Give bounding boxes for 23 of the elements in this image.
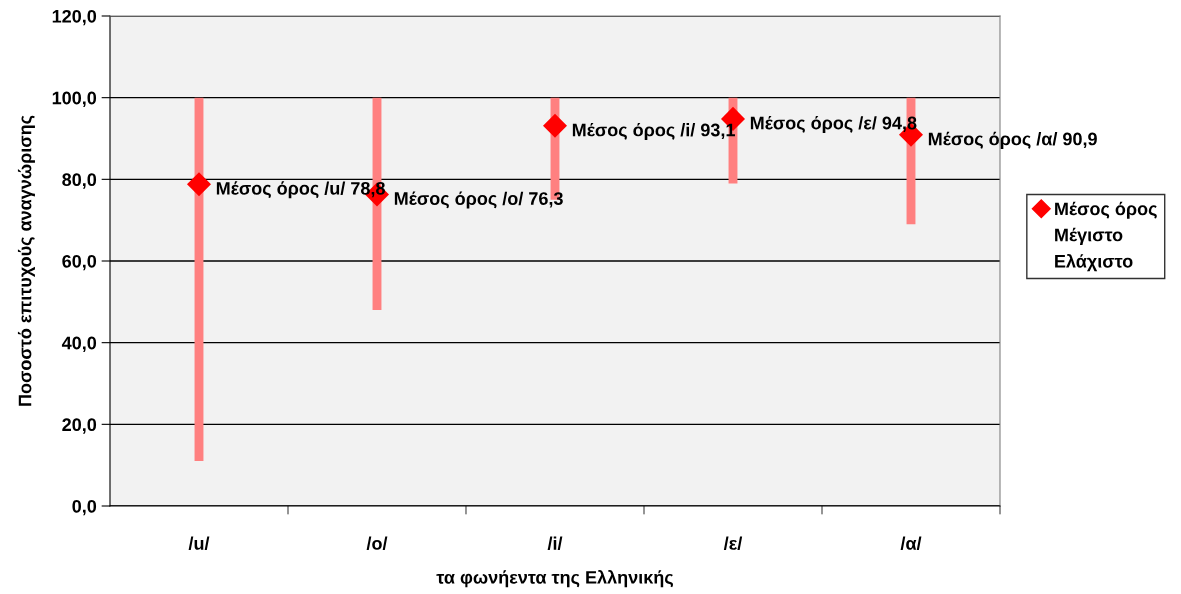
y-tick-label: 20,0 [62,418,97,434]
text: Ελάχιστο [1055,253,1133,272]
text: Μέγιστο [1055,227,1123,245]
y-tick-label: 60,0 [62,254,97,271]
legend-label: Μέσος όρος [1055,201,1157,219]
x-tick-label: /α/ [900,536,922,550]
annotation: Μέσος όρος /ε/ 94,8 [750,115,917,133]
x-axis-title: τα φωνήεντα της Ελληνικής [436,570,673,588]
y-tick-label: 100,0 [52,91,97,107]
annotation: Μέσος όρος /i/ 93,1 [572,122,735,140]
y-axis-title: Ποσοστό επιτυχούς αναγνώρισης [17,115,35,406]
point [542,113,568,138]
point [186,172,212,197]
y-tick-label: 80,0 [62,173,97,189]
y-tick-label: 40,0 [61,336,97,352]
y-tick-label: 120,0 [52,9,97,26]
x-tick-label: /o/ [366,536,388,550]
x-tick-label: /u/ [188,536,210,550]
x-tick-label: /ε/ [723,536,743,550]
annotation: Μέσος όρος /o/ 76,3 [394,191,563,209]
x-tick-label: /i/ [547,536,563,550]
y-tick-label: 0,0 [72,499,97,516]
annotation: Μέσος όρος /α/ 90,9 [928,131,1097,149]
